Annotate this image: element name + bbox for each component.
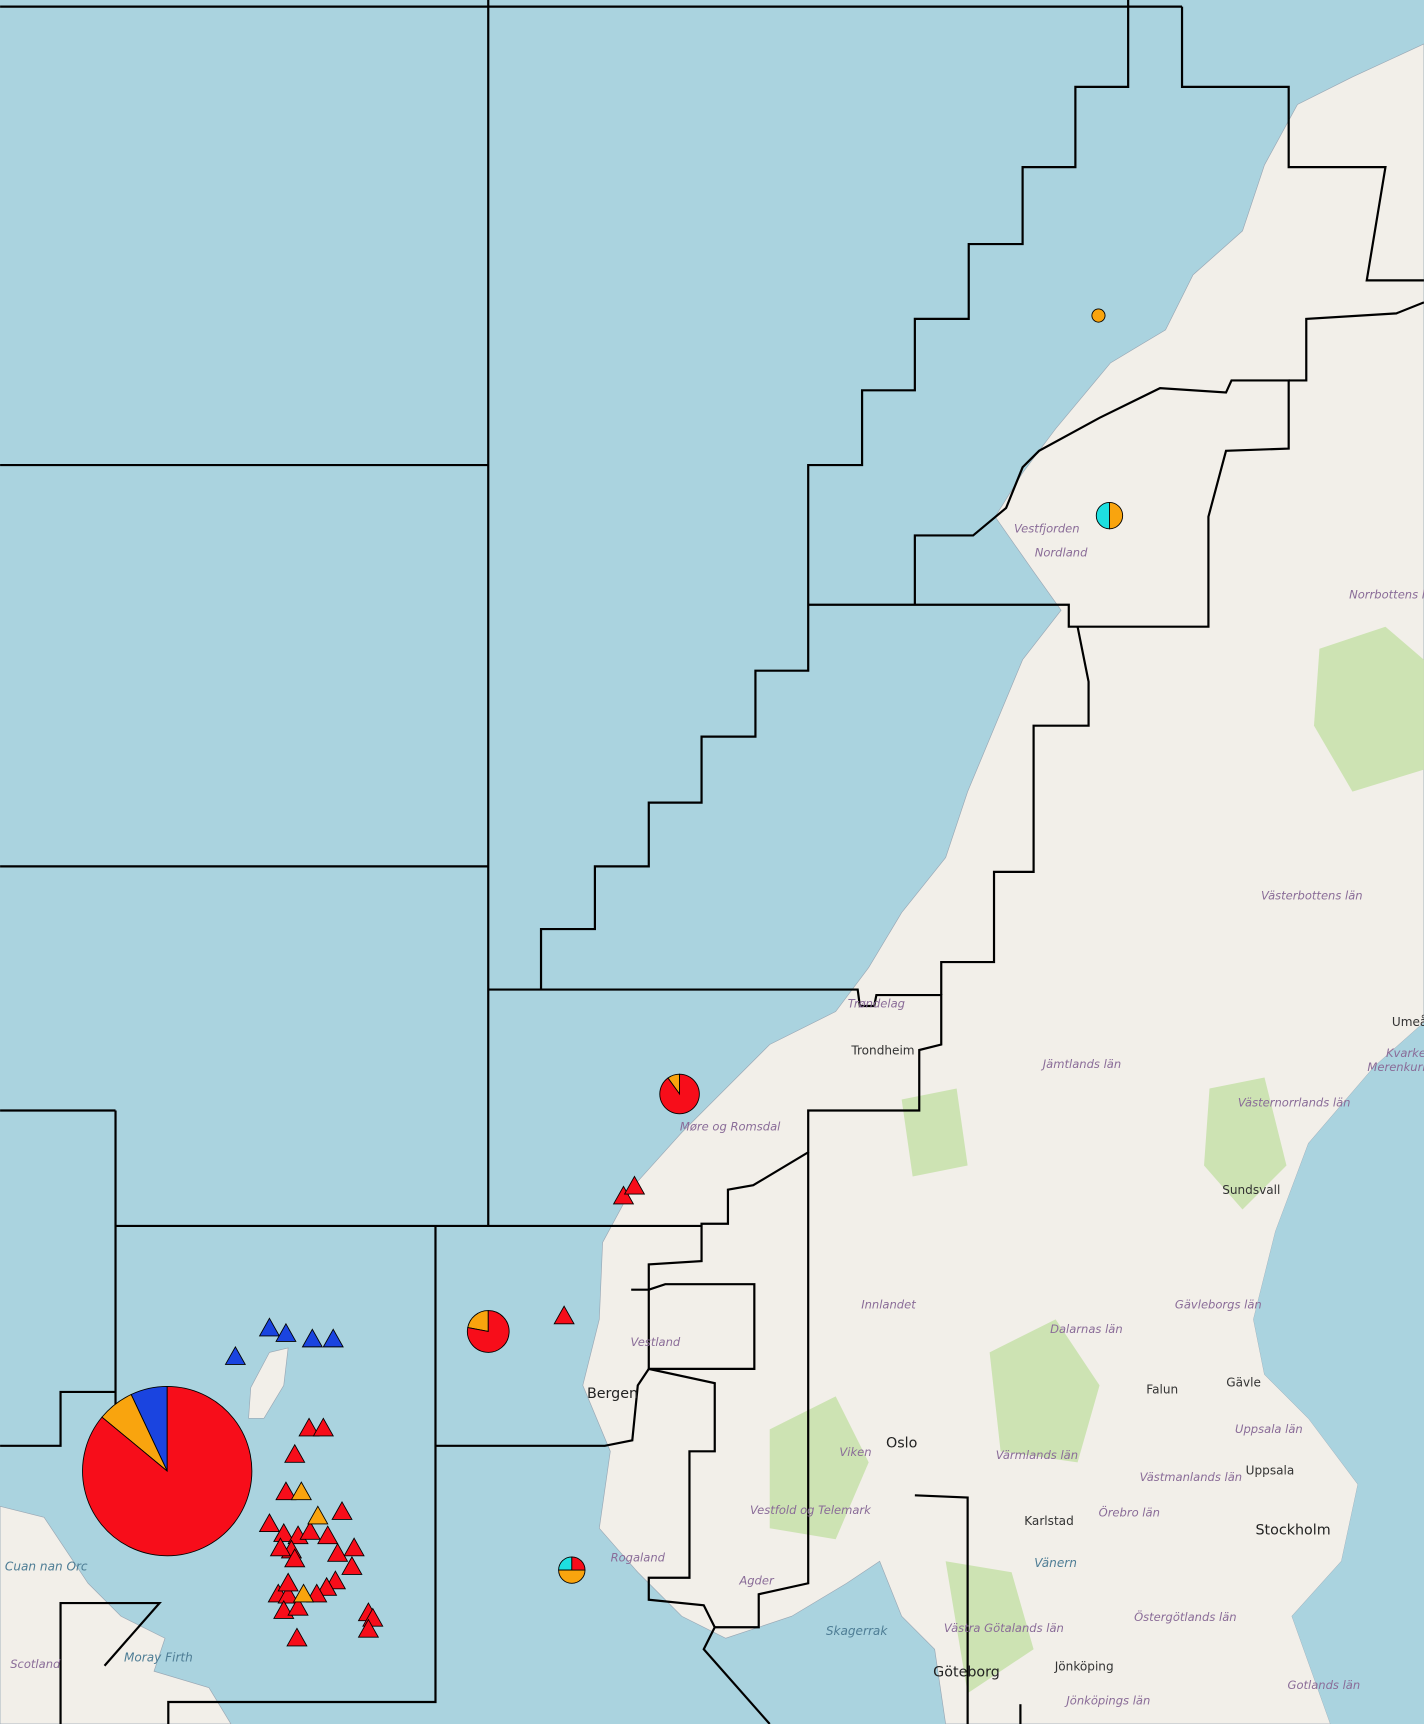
place-label: Cuan nan Orc	[5, 1559, 88, 1573]
place-label: Västerbottens län	[1261, 889, 1363, 903]
place-label: Göteborg	[933, 1664, 1000, 1680]
triangle-marker	[275, 1322, 297, 1342]
triangle-marker	[299, 1520, 321, 1540]
pie-slice	[1091, 308, 1106, 323]
place-label: Jämtlands län	[1041, 1057, 1121, 1071]
place-label: Kvarken	[1386, 1046, 1424, 1060]
triangle-marker	[258, 1317, 281, 1337]
triangle-marker	[269, 1537, 292, 1557]
triangle-marker	[322, 1328, 344, 1348]
triangle-marker	[277, 1584, 299, 1604]
triangle-marker	[341, 1555, 363, 1575]
place-label: Trondheim	[850, 1044, 914, 1058]
place-label: Stockholm	[1255, 1522, 1330, 1538]
pie-slice	[1109, 502, 1124, 530]
place-label: Skagerrak	[826, 1624, 888, 1638]
triangle-marker	[286, 1627, 308, 1647]
place-label: Viken	[839, 1445, 871, 1459]
place-label: Falun	[1146, 1382, 1178, 1396]
forest	[769, 626, 1424, 1694]
triangle-marker	[315, 1576, 338, 1596]
place-label: Innlandet	[861, 1298, 916, 1312]
triangle-marker	[292, 1583, 315, 1603]
place-label: Vestfold og Telemark	[750, 1503, 872, 1517]
place-label: Östergötlands län	[1134, 1608, 1237, 1624]
labels: Vestfjorden Nordland Norrbottens län Väster…	[5, 521, 1424, 1707]
baltic	[1253, 1022, 1424, 1724]
pie-slice	[558, 1569, 586, 1584]
triangle-marker	[290, 1481, 312, 1501]
triangle-marker	[312, 1417, 334, 1437]
place-label: Karlstad	[1024, 1514, 1074, 1528]
triangle-marker	[317, 1525, 339, 1545]
triangle-marker	[275, 1481, 297, 1501]
place-label: Sundsvall	[1222, 1183, 1280, 1197]
triangle-marker	[343, 1537, 365, 1557]
pie-slice	[1095, 502, 1110, 530]
place-label: Jönköpings län	[1064, 1693, 1150, 1707]
pie-slice	[659, 1073, 700, 1115]
place-label: Umeå	[1392, 1015, 1424, 1029]
place-label: Uppsala län	[1235, 1422, 1303, 1436]
place-label: Oslo	[886, 1436, 917, 1452]
triangle-marker	[284, 1548, 306, 1568]
place-label: Västmanlands län	[1140, 1470, 1243, 1484]
place-label: Dalarnas län	[1050, 1322, 1123, 1336]
place-label: Bergen	[587, 1386, 638, 1402]
place-label: Jönköping	[1054, 1659, 1114, 1673]
triangle-marker	[357, 1618, 380, 1638]
triangle-marker	[301, 1328, 323, 1348]
place-label: Trøndelag	[848, 996, 905, 1010]
place-label: Gotlands län	[1288, 1678, 1361, 1692]
place-label: Västernorrlands län	[1238, 1095, 1351, 1109]
triangle-marker	[287, 1596, 309, 1616]
triangle-marker	[277, 1572, 299, 1592]
triangle-marker	[224, 1345, 247, 1365]
place-label: Gävleborgs län	[1175, 1298, 1262, 1312]
place-label: Rogaland	[611, 1550, 666, 1564]
triangle-marker	[298, 1417, 320, 1437]
triangle-marker	[284, 1443, 306, 1463]
place-label: Moray Firth	[124, 1651, 193, 1665]
pie-slice	[466, 1310, 510, 1353]
triangle-marker	[612, 1185, 635, 1205]
place-label: Scotland	[10, 1657, 61, 1671]
triangle-marker	[258, 1513, 281, 1533]
triangle-marker	[553, 1305, 575, 1325]
triangle-marker	[331, 1501, 353, 1520]
place-label: Vestfjorden	[1014, 521, 1080, 535]
pie-slice	[571, 1556, 586, 1571]
place-label: Uppsala	[1246, 1464, 1295, 1478]
place-label: Møre og Romsdal	[680, 1119, 781, 1133]
place-label: Norrbottens län	[1349, 587, 1424, 601]
triangle-marker	[326, 1542, 349, 1562]
land-scandinavia	[582, 43, 1424, 1724]
triangle-marker	[306, 1583, 328, 1603]
triangle-marker	[273, 1522, 295, 1542]
land-scotland	[0, 1505, 232, 1724]
markers	[82, 308, 1124, 1647]
pie-slice	[82, 1386, 253, 1557]
triangle-marker	[623, 1175, 646, 1195]
place-label: Örebro län	[1099, 1503, 1160, 1519]
place-label: Vestland	[631, 1335, 681, 1349]
place-label: Agder	[738, 1574, 775, 1588]
place-label: Merenkurkku	[1367, 1060, 1424, 1074]
place-label: Värmlands län	[996, 1448, 1078, 1462]
triangle-marker	[307, 1505, 329, 1525]
place-label: Nordland	[1035, 546, 1088, 560]
place-label: Vänern	[1034, 1556, 1077, 1570]
place-label: Gävle	[1226, 1376, 1261, 1390]
place-label: Västra Götalands län	[944, 1621, 1064, 1635]
